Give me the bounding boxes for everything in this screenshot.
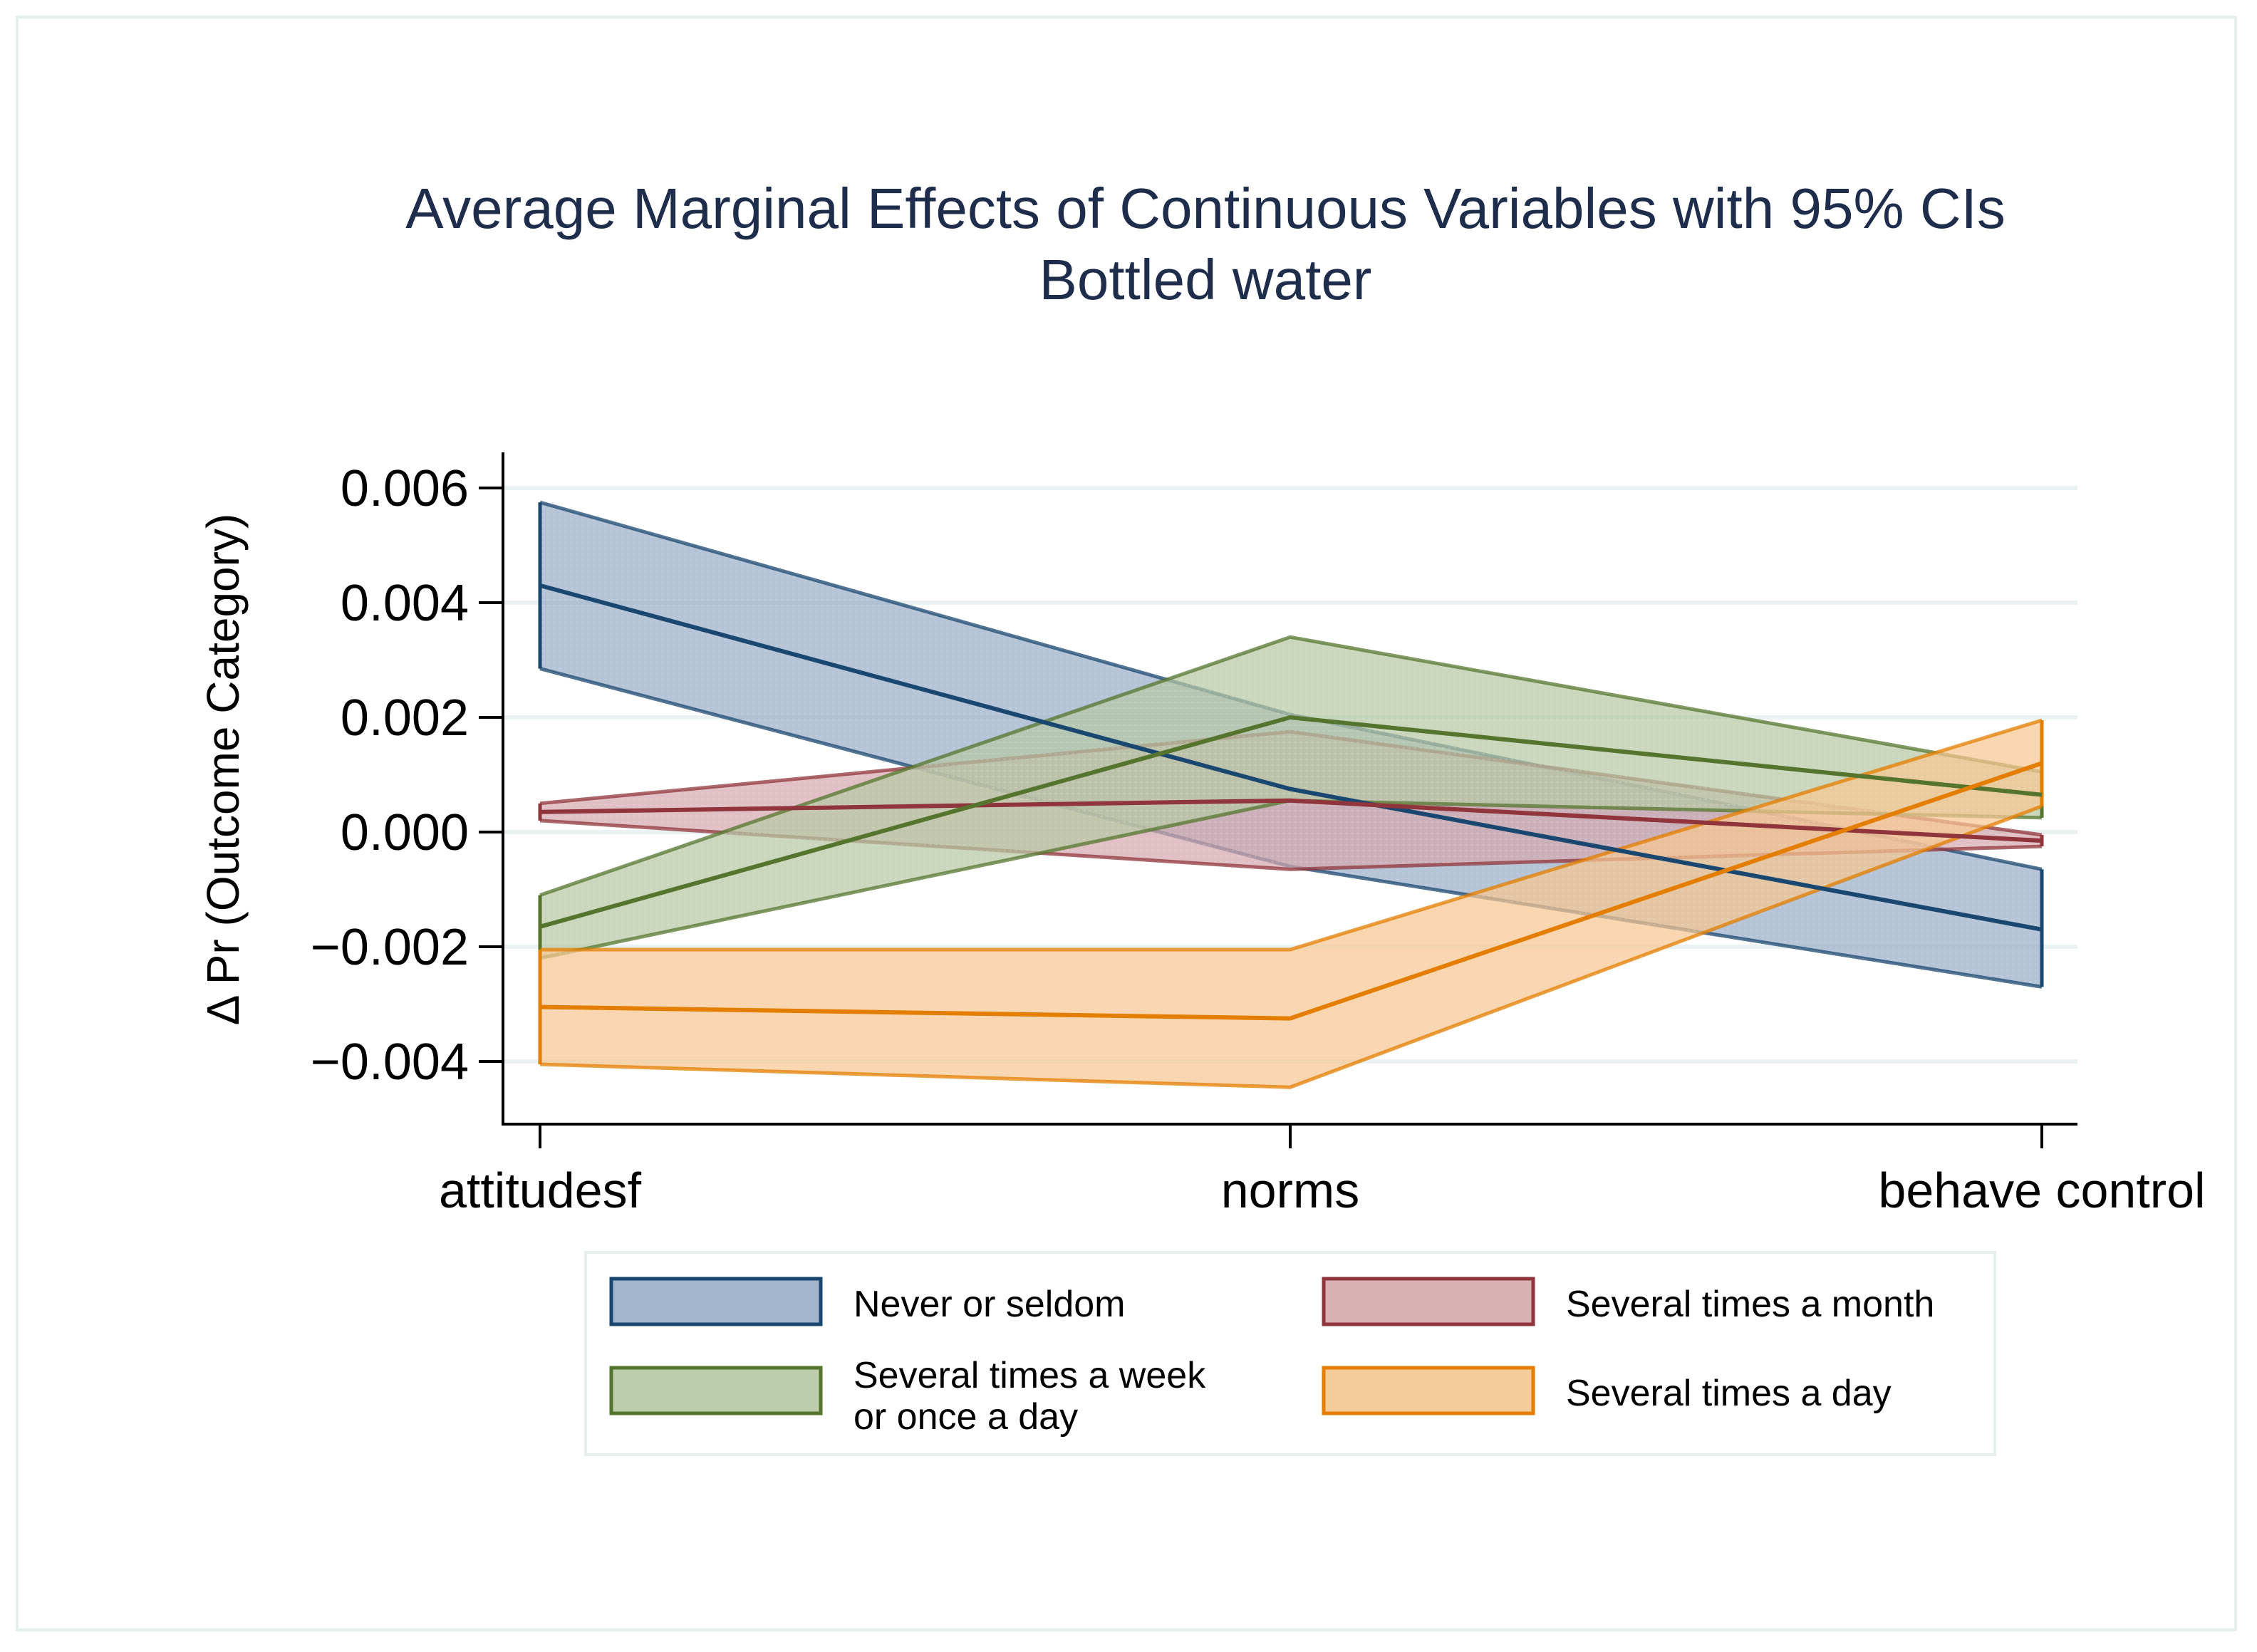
legend-swatch-never-or-seldom bbox=[609, 1277, 823, 1326]
y-ticks: 0.006 0.004 0.002 0.000 −0.002 −0.004 bbox=[311, 460, 503, 1091]
x-tick-label-behave-control: behave control bbox=[1878, 1163, 2205, 1218]
legend-item-several-times-a-week: Several times a week or once a day bbox=[609, 1355, 1206, 1438]
ci-upper-several-times-a-day bbox=[540, 718, 2043, 952]
y-tick-label-0: 0.006 bbox=[341, 460, 469, 517]
legend-swatch-several-times-a-month bbox=[1322, 1277, 1535, 1326]
series-lines bbox=[539, 583, 2043, 1021]
legend-item-several-times-a-day: Several times a day bbox=[1322, 1366, 1892, 1415]
y-tick-label-4: −0.002 bbox=[311, 919, 469, 976]
legend-swatch-several-times-a-week bbox=[609, 1366, 823, 1415]
legend: Never or seldom Several times a month Se… bbox=[584, 1251, 1996, 1456]
chart-subtitle: Bottled water bbox=[1039, 248, 1372, 311]
ci-lower-several-times-a-day bbox=[539, 804, 2043, 1089]
y-tick-label-3: 0.000 bbox=[341, 804, 469, 861]
x-ticks: attitudesf norms behave control bbox=[439, 1124, 2206, 1218]
series-line-several-times-a-day bbox=[539, 761, 2043, 1021]
y-tick-label-5: −0.004 bbox=[311, 1034, 469, 1091]
legend-label-several-times-a-week-line1: Several times a week bbox=[853, 1355, 1206, 1396]
chart-title: Average Marginal Effects of Continuous V… bbox=[405, 177, 2006, 240]
legend-item-never-or-seldom: Never or seldom bbox=[609, 1277, 1125, 1326]
series-line-never-or-seldom bbox=[539, 583, 2043, 932]
x-tick-label-attitudesf: attitudesf bbox=[439, 1163, 642, 1218]
x-tick-label-norms: norms bbox=[1221, 1163, 1359, 1218]
legend-swatch-several-times-a-day bbox=[1322, 1366, 1535, 1415]
legend-label-several-times-a-week-line2: or once a day bbox=[853, 1396, 1078, 1438]
y-tick-label-1: 0.004 bbox=[341, 575, 469, 632]
y-axis-label: Δ Pr (Outcome Category) bbox=[197, 514, 249, 1026]
legend-label-several-times-a-day: Several times a day bbox=[1566, 1373, 1892, 1414]
series-line-several-times-a-week-or-once-a-day bbox=[539, 715, 2043, 929]
legend-label-several-times-a-month: Several times a month bbox=[1566, 1284, 1934, 1325]
legend-item-several-times-a-month: Several times a month bbox=[1322, 1277, 1934, 1326]
y-tick-label-2: 0.002 bbox=[341, 690, 469, 747]
ci-band-texture-several-times-a-day bbox=[540, 720, 2042, 1088]
ci-bands bbox=[538, 500, 2044, 1089]
series-line-several-times-a-month bbox=[539, 798, 2043, 843]
legend-label-never-or-seldom: Never or seldom bbox=[853, 1284, 1125, 1325]
